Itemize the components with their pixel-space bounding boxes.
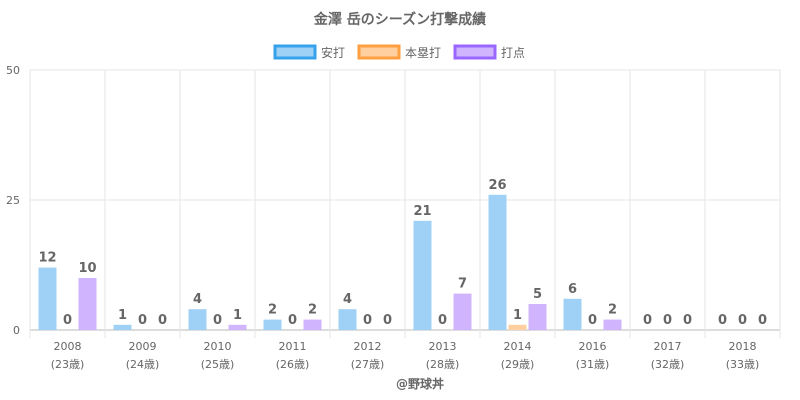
footer-credit: @野球丼: [396, 376, 444, 391]
x-tick-label: 2012: [354, 340, 382, 353]
data-label: 4: [193, 292, 202, 307]
data-label: 5: [533, 287, 542, 302]
data-label: 0: [363, 313, 372, 328]
x-tick-sublabel: (29歳): [501, 358, 535, 371]
data-label: 0: [738, 313, 747, 328]
bar[interactable]: [188, 309, 207, 330]
data-label: 26: [488, 178, 506, 193]
chart-title: 金澤 岳のシーズン打撃成績: [313, 11, 486, 28]
bar[interactable]: [413, 220, 432, 330]
x-tick-sublabel: (23歳): [51, 358, 85, 371]
data-label: 0: [718, 313, 727, 328]
y-tick-label: 50: [6, 64, 20, 77]
data-label: 2: [268, 303, 277, 318]
data-label: 0: [158, 313, 167, 328]
bar[interactable]: [603, 319, 622, 330]
legend-label: 打点: [501, 46, 525, 60]
data-label: 0: [438, 313, 447, 328]
data-label: 0: [588, 313, 597, 328]
legend-swatch: [453, 44, 497, 60]
x-tick-label: 2010: [204, 340, 232, 353]
data-label: 4: [343, 292, 352, 307]
x-tick-label: 2017: [654, 340, 682, 353]
data-label: 0: [383, 313, 392, 328]
data-label: 1: [233, 308, 242, 323]
data-label: 0: [213, 313, 222, 328]
bar[interactable]: [508, 324, 527, 330]
bar[interactable]: [38, 267, 57, 330]
data-label: 0: [683, 313, 692, 328]
x-tick-label: 2011: [279, 340, 307, 353]
bar[interactable]: [488, 194, 507, 330]
data-label: 0: [758, 313, 767, 328]
data-label: 10: [78, 261, 96, 276]
x-tick-label: 2016: [579, 340, 607, 353]
x-tick-sublabel: (24歳): [126, 358, 160, 371]
y-tick-label: 25: [6, 194, 20, 207]
y-axis: 0 25 50: [6, 64, 20, 337]
grid: [29, 69, 781, 338]
bar[interactable]: [263, 319, 282, 330]
data-label: 1: [513, 308, 522, 323]
data-label: 0: [663, 313, 672, 328]
legend-label: 安打: [321, 45, 345, 60]
x-tick-sublabel: (33歳): [726, 358, 760, 371]
data-label: 0: [288, 313, 297, 328]
x-tick-sublabel: (25歳): [201, 358, 235, 371]
bar[interactable]: [453, 293, 472, 330]
bars: [38, 194, 622, 330]
bar[interactable]: [228, 324, 247, 330]
legend-item[interactable]: 本塁打: [357, 44, 441, 60]
data-label: 0: [63, 313, 72, 328]
y-tick-label: 0: [13, 324, 20, 337]
legend-swatch: [357, 44, 401, 60]
legend[interactable]: 安打 本塁打 打点: [273, 44, 525, 60]
bar[interactable]: [78, 278, 97, 330]
x-tick-sublabel: (31歳): [576, 358, 610, 371]
x-tick-label: 2008: [54, 340, 82, 353]
bar[interactable]: [113, 324, 132, 330]
bar[interactable]: [303, 319, 322, 330]
data-label: 6: [568, 282, 577, 297]
data-label: 0: [138, 313, 147, 328]
x-tick-label: 2009: [129, 340, 157, 353]
x-tick-label: 2018: [729, 340, 757, 353]
legend-item[interactable]: 打点: [453, 44, 525, 60]
bar[interactable]: [563, 298, 582, 330]
data-label: 7: [458, 277, 467, 292]
bar[interactable]: [528, 304, 547, 330]
data-label: 2: [608, 303, 617, 318]
data-label: 21: [413, 204, 431, 219]
legend-label: 本塁打: [405, 46, 441, 60]
x-tick-sublabel: (26歳): [276, 358, 310, 371]
legend-item[interactable]: 安打: [273, 44, 345, 60]
data-label: 0: [643, 313, 652, 328]
x-tick-sublabel: (27歳): [351, 358, 385, 371]
x-tick-label: 2013: [429, 340, 457, 353]
legend-swatch: [273, 44, 317, 60]
x-axis: 2008 (23歳) 2009 (24歳) 2010 (25歳) 2011 (26歳) 2012…: [51, 340, 760, 371]
data-label: 2: [308, 303, 317, 318]
data-label: 1: [118, 308, 127, 323]
bar[interactable]: [338, 309, 357, 330]
x-tick-label: 2014: [504, 340, 532, 353]
data-label: 12: [38, 251, 56, 266]
x-tick-sublabel: (28歳): [426, 358, 460, 371]
x-tick-sublabel: (32歳): [651, 358, 685, 371]
